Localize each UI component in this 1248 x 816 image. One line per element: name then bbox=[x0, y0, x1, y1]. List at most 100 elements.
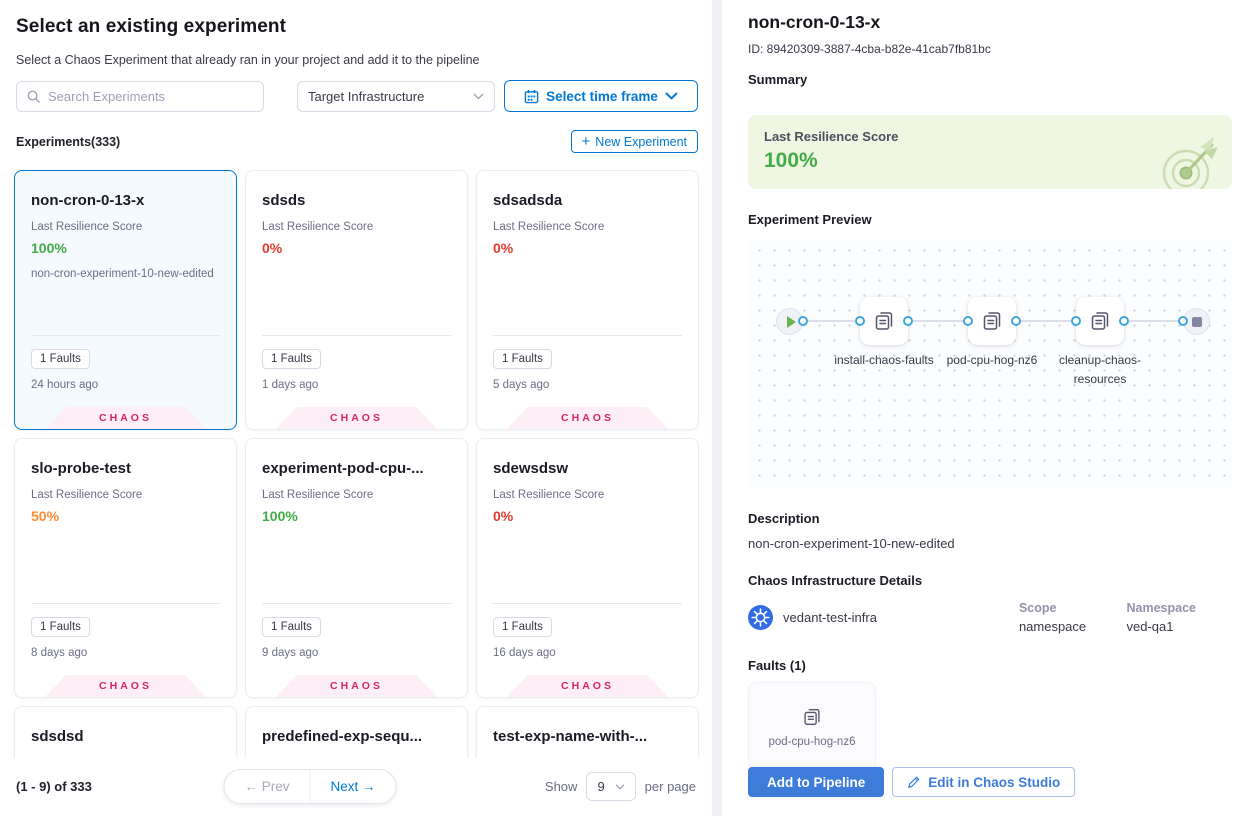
experiment-card-sdewsdsw[interactable]: sdewsdsw Last Resilience Score 0% 1 Faul… bbox=[476, 438, 699, 698]
experiment-card-title: sdewsdsw bbox=[493, 460, 569, 477]
score-label: Last Resilience Score bbox=[493, 221, 605, 233]
chaos-ribbon: CHAOS bbox=[44, 407, 207, 429]
infrastructure-heading: Chaos Infrastructure Details bbox=[748, 573, 923, 588]
page-size-group: Show 9 per page bbox=[545, 772, 696, 802]
picker-header: Select an existing experiment Select a C… bbox=[0, 0, 712, 153]
next-label: Next bbox=[330, 779, 359, 795]
experiment-card-title: sdsdsd bbox=[31, 728, 84, 745]
experiment-card-sdsadsda[interactable]: sdsadsda Last Resilience Score 0% 1 Faul… bbox=[476, 170, 699, 430]
resilience-score-banner: Last Resilience Score 100% bbox=[748, 115, 1232, 189]
page-size-select[interactable]: 9 bbox=[586, 772, 636, 802]
prev-label: Prev bbox=[261, 779, 290, 795]
detail-title: non-cron-0-13-x bbox=[748, 12, 881, 32]
experiment-card-title: predefined-exp-sequ... bbox=[262, 728, 423, 745]
edit-in-chaos-studio-button[interactable]: Edit in Chaos Studio bbox=[892, 767, 1076, 797]
divider bbox=[493, 335, 682, 336]
chaos-tag: CHAOS bbox=[561, 680, 614, 692]
experiment-card-slo-probe-test[interactable]: slo-probe-test Last Resilience Score 50%… bbox=[14, 438, 237, 698]
experiment-card-title: experiment-pod-cpu-... bbox=[262, 460, 424, 477]
experiment-card-title: slo-probe-test bbox=[31, 460, 132, 477]
connector-port bbox=[798, 316, 808, 326]
experiment-card-sdsds[interactable]: sdsds Last Resilience Score 0% 1 Faults … bbox=[245, 170, 468, 430]
score-value: 0% bbox=[493, 240, 514, 256]
resilience-score-value: 100% bbox=[764, 149, 818, 172]
fault-card-pod-cpu-hog-nz6: pod-cpu-hog-nz6 bbox=[748, 682, 876, 772]
pager: ← Prev Next → bbox=[223, 769, 397, 805]
new-experiment-label: New Experiment bbox=[595, 134, 687, 149]
chaos-ribbon: CHAOS bbox=[44, 675, 207, 697]
experiment-card-title: sdsds bbox=[262, 192, 306, 209]
experiment-card-list: non-cron-0-13-x Last Resilience Score 10… bbox=[0, 169, 712, 758]
score-label: Last Resilience Score bbox=[493, 489, 605, 501]
panel-divider bbox=[712, 0, 722, 816]
score-label: Last Resilience Score bbox=[262, 221, 374, 233]
score-label: Last Resilience Score bbox=[262, 489, 374, 501]
divider bbox=[31, 603, 220, 604]
new-experiment-button[interactable]: + New Experiment bbox=[570, 130, 698, 153]
last-run-time: 8 days ago bbox=[31, 647, 88, 659]
filter-controls: Target Infrastructure Select time frame bbox=[16, 80, 698, 112]
experiments-count-row: Experiments(333) + New Experiment bbox=[16, 130, 698, 153]
divider bbox=[262, 335, 451, 336]
chevron-down-icon bbox=[665, 92, 678, 100]
add-to-pipeline-button[interactable]: Add to Pipeline bbox=[748, 767, 885, 797]
next-page-button[interactable]: Next → bbox=[310, 770, 396, 804]
select-time-frame-button[interactable]: Select time frame bbox=[504, 80, 698, 112]
experiment-card-predefined-exp-sequ[interactable]: predefined-exp-sequ... bbox=[245, 706, 468, 758]
chaos-tag: CHAOS bbox=[99, 680, 152, 692]
experiment-card-sdsdsd[interactable]: sdsdsd bbox=[14, 706, 237, 758]
experiment-card-experiment-pod-cpu[interactable]: experiment-pod-cpu-... Last Resilience S… bbox=[245, 438, 468, 698]
chaos-tag: CHAOS bbox=[99, 412, 152, 424]
summary-heading: Summary bbox=[748, 72, 808, 87]
search-input[interactable] bbox=[48, 88, 254, 104]
last-run-time: 1 days ago bbox=[262, 379, 319, 391]
last-run-time: 5 days ago bbox=[493, 379, 550, 391]
chaos-ribbon: CHAOS bbox=[506, 675, 669, 697]
calendar-icon bbox=[524, 89, 539, 104]
faults-badge: 1 Faults bbox=[31, 617, 90, 637]
node-label-pod-cpu-hog-nz6: pod-cpu-hog-nz6 bbox=[946, 353, 1038, 367]
node-label-install-chaos-faults: install-chaos-faults bbox=[834, 353, 934, 367]
chaos-tag: CHAOS bbox=[330, 680, 383, 692]
score-label: Last Resilience Score bbox=[31, 221, 143, 233]
faults-heading: Faults (1) bbox=[748, 658, 806, 673]
prev-page-button[interactable]: ← Prev bbox=[224, 770, 311, 804]
pencil-icon bbox=[907, 775, 921, 789]
script-icon bbox=[872, 309, 896, 333]
pagination-bar: (1 - 9) of 333 ← Prev Next → Show 9 per … bbox=[0, 757, 712, 816]
script-icon bbox=[801, 706, 823, 728]
chevron-down-icon bbox=[615, 784, 625, 790]
faults-badge: 1 Faults bbox=[493, 349, 552, 369]
chaos-ribbon: CHAOS bbox=[275, 407, 438, 429]
experiment-card-non-cron-0-13-x[interactable]: non-cron-0-13-x Last Resilience Score 10… bbox=[14, 170, 237, 430]
kubernetes-icon bbox=[748, 605, 773, 630]
right-arrow-icon: → bbox=[362, 779, 376, 795]
edit-in-chaos-studio-label: Edit in Chaos Studio bbox=[928, 774, 1061, 790]
namespace-value: ved-qa1 bbox=[1126, 619, 1174, 634]
divider bbox=[31, 335, 220, 336]
chaos-ribbon: CHAOS bbox=[506, 407, 669, 429]
experiment-description: non-cron-experiment-10-new-edited bbox=[31, 268, 214, 280]
experiment-picker-panel: Select an existing experiment Select a C… bbox=[0, 0, 712, 816]
target-infrastructure-select[interactable]: Target Infrastructure bbox=[297, 80, 495, 112]
script-icon bbox=[980, 309, 1004, 333]
score-value: 50% bbox=[31, 508, 60, 524]
pagination-range: (1 - 9) of 333 bbox=[16, 779, 92, 795]
search-box[interactable] bbox=[16, 80, 264, 112]
experiment-card-title: test-exp-name-with-... bbox=[493, 728, 648, 745]
add-to-pipeline-label: Add to Pipeline bbox=[767, 774, 866, 790]
divider bbox=[493, 603, 682, 604]
score-value: 100% bbox=[31, 240, 67, 256]
connector-port bbox=[963, 316, 973, 326]
page-title: Select an existing experiment bbox=[16, 16, 287, 37]
faults-badge: 1 Faults bbox=[31, 349, 90, 369]
score-value: 0% bbox=[493, 508, 514, 524]
experiment-card-test-exp-name-with[interactable]: test-exp-name-with-... bbox=[476, 706, 699, 758]
select-time-frame-label: Select time frame bbox=[546, 88, 658, 104]
target-dart-icon bbox=[1156, 129, 1226, 189]
detail-actions: Add to Pipeline Edit in Chaos Studio bbox=[748, 767, 1076, 797]
connector-port bbox=[1011, 316, 1021, 326]
last-run-time: 9 days ago bbox=[262, 647, 319, 659]
scope-value: namespace bbox=[1018, 619, 1087, 634]
